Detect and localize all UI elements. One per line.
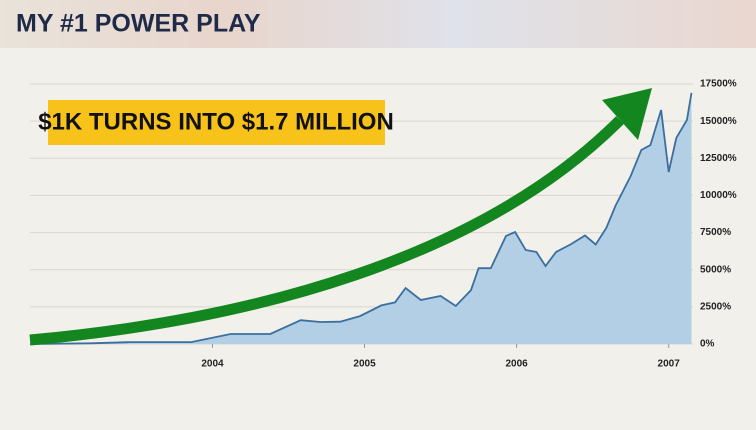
x-tick-label: 2007 [658, 359, 681, 370]
callout-text: $1K TURNS INTO $1.7 MILLION [38, 108, 394, 135]
line [29, 92, 693, 345]
arrow-head [602, 88, 652, 140]
x-tick-label: 2005 [353, 359, 376, 370]
x-tick-label: 2006 [505, 359, 528, 370]
title-band [0, 0, 756, 48]
y-tick-label: 10000% [700, 190, 737, 201]
y-tick-label: 12500% [700, 153, 737, 164]
y-tick-label: 2500% [700, 301, 731, 312]
y-tick-label: 15000% [700, 116, 737, 127]
area [30, 92, 692, 345]
trend-arrow [29, 116, 624, 346]
y-tick-label: 7500% [700, 227, 731, 238]
callout-box [48, 100, 385, 145]
y-tick-label: 17500% [700, 79, 737, 90]
x-tick-label: 2004 [201, 359, 224, 370]
y-tick-label: 0% [700, 339, 715, 350]
chart-title: MY #1 POWER PLAY [16, 10, 261, 38]
y-tick-label: 5000% [700, 264, 731, 275]
